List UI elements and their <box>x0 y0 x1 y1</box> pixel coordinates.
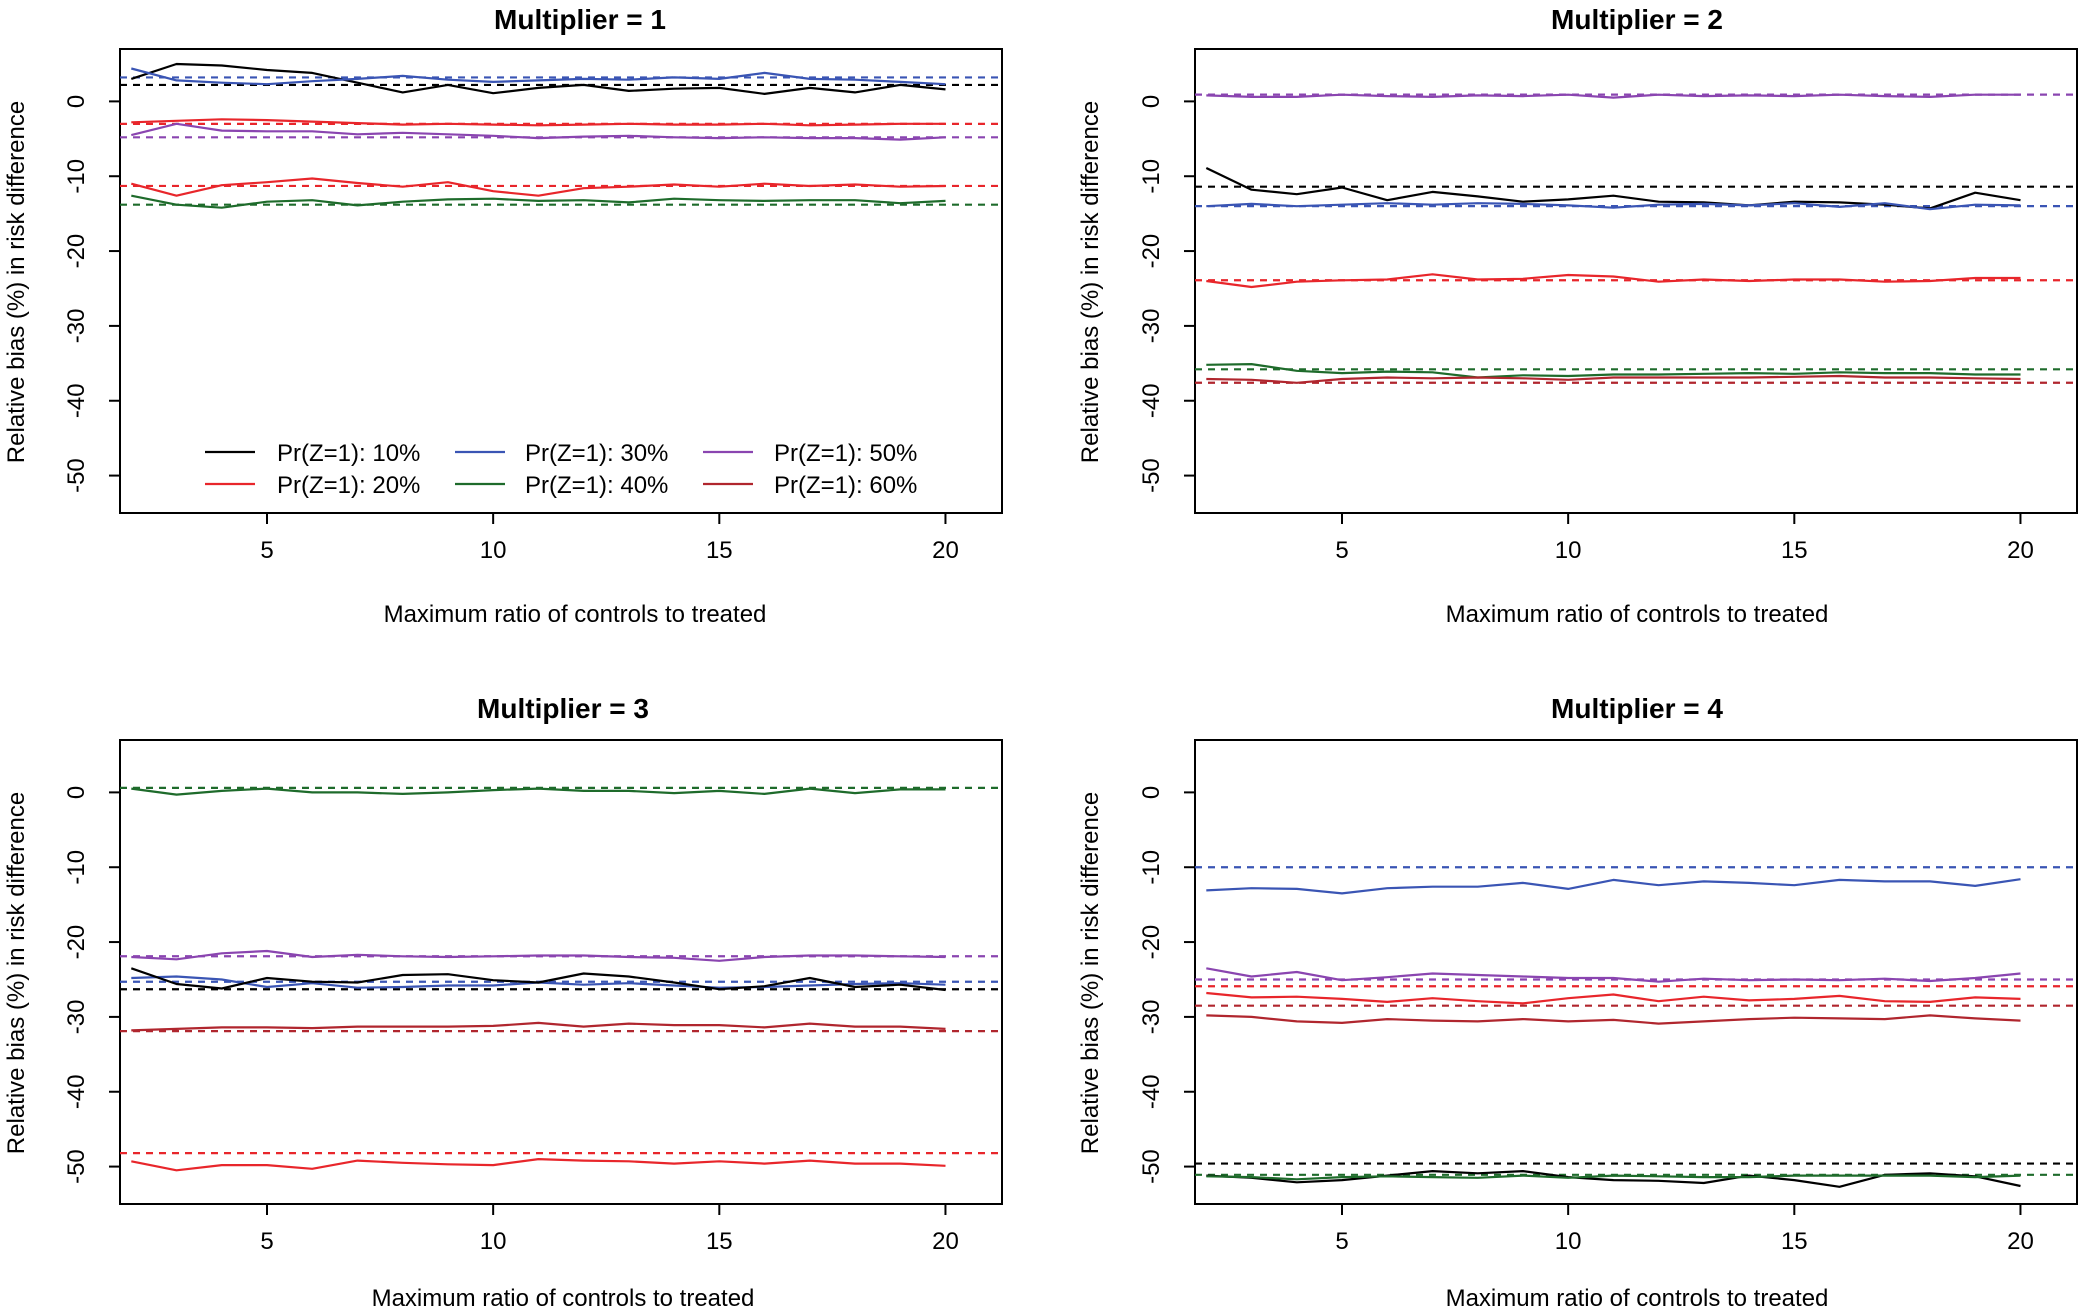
y-axis-label: Relative bias (%) in risk difference <box>1077 101 1104 463</box>
y-tick-label: -50 <box>1138 458 1165 493</box>
y-tick-label: -10 <box>63 850 90 885</box>
x-tick-label: 20 <box>932 537 959 564</box>
x-axis-label: Maximum ratio of controls to treated <box>372 1285 755 1312</box>
series-line <box>130 967 946 992</box>
series-line <box>131 177 946 197</box>
legend-label: Pr(Z=1): 40% <box>525 472 668 499</box>
series-line <box>131 118 946 127</box>
series-line <box>1206 93 2021 99</box>
y-tick-label: -30 <box>1138 1000 1165 1035</box>
y-tick-label: -20 <box>1138 925 1165 960</box>
series-line <box>1206 374 2021 384</box>
x-tick-label: 10 <box>480 1228 507 1255</box>
series-line <box>1206 1169 2021 1188</box>
x-tick-label: 5 <box>1335 537 1348 564</box>
y-tick-label: 0 <box>1138 786 1165 799</box>
panel-title: Multiplier = 2 <box>1551 4 1723 35</box>
y-tick-label: -50 <box>1138 1149 1165 1184</box>
y-tick-label: 0 <box>63 786 90 799</box>
y-tick-label: -10 <box>1138 850 1165 885</box>
series-line <box>131 67 946 86</box>
y-tick-label: -40 <box>1138 1074 1165 1109</box>
series-line <box>1206 363 2021 379</box>
y-tick-label: -20 <box>1138 234 1165 269</box>
legend-label: Pr(Z=1): 10% <box>277 440 420 467</box>
x-axis-label: Maximum ratio of controls to treated <box>1446 1285 1829 1312</box>
x-tick-label: 15 <box>1781 1228 1808 1255</box>
legend-label: Pr(Z=1): 20% <box>277 472 420 499</box>
x-axis-label: Maximum ratio of controls to treated <box>384 601 767 628</box>
y-tick-label: -30 <box>1138 309 1165 344</box>
series-line <box>1206 991 2021 1005</box>
series-line <box>1205 167 2021 210</box>
plot-frame <box>119 48 1003 514</box>
x-tick-label: 15 <box>1781 537 1808 564</box>
y-tick-label: -40 <box>1138 383 1165 418</box>
y-axis-label: Relative bias (%) in risk difference <box>3 101 30 463</box>
panel-2: Multiplier = 2 5 10 15 20 0 -10 -20 -30 -40 -50 M… <box>1077 4 2078 628</box>
x-tick-label: 10 <box>480 537 507 564</box>
y-tick-label: -30 <box>63 309 90 344</box>
x-tick-label: 5 <box>1335 1228 1348 1255</box>
series-line <box>131 787 946 796</box>
panel-title: Multiplier = 4 <box>1551 693 1723 724</box>
y-tick-label: -50 <box>63 458 90 493</box>
series-line <box>131 1157 946 1172</box>
y-tick-label: 0 <box>63 95 90 108</box>
series-line <box>131 122 946 141</box>
series-line <box>131 949 946 962</box>
series-line <box>1206 878 2021 895</box>
y-tick-label: -50 <box>63 1149 90 1184</box>
legend: Pr(Z=1): 10% Pr(Z=1): 30% Pr(Z=1): 50% P… <box>205 440 917 499</box>
plot-content: 5 10 15 20 0 -10 -20 -30 -40 -50 <box>63 62 1002 564</box>
x-tick-label: 20 <box>2007 1228 2034 1255</box>
series-line <box>130 62 946 96</box>
panel-3: Multiplier = 3 5 10 15 20 0 -10 -20 -30 -40 -50 M… <box>3 693 1003 1312</box>
y-tick-label: 0 <box>1138 95 1165 108</box>
x-tick-label: 20 <box>932 1228 959 1255</box>
plot-content: 5 10 15 20 0 -10 -20 -30 -40 -50 <box>1138 93 2077 564</box>
plot-content: 5 10 15 20 0 -10 -20 -30 -40 -50 <box>1138 786 2077 1255</box>
panel-4: Multiplier = 4 5 10 15 20 0 -10 -20 -30 -40 -50 M… <box>1077 693 2078 1312</box>
y-axis-label: Relative bias (%) in risk difference <box>3 792 30 1154</box>
y-tick-label: -40 <box>63 1074 90 1109</box>
legend-label: Pr(Z=1): 50% <box>774 440 917 467</box>
y-tick-label: -40 <box>63 383 90 418</box>
y-tick-label: -20 <box>63 234 90 269</box>
x-tick-label: 10 <box>1555 537 1582 564</box>
legend-label: Pr(Z=1): 60% <box>774 472 917 499</box>
panel-1: Multiplier = 1 5 10 15 20 0 -10 -20 -30 -40 -50 M… <box>3 4 1003 628</box>
plot-frame <box>119 739 1003 1205</box>
legend-label: Pr(Z=1): 30% <box>525 440 668 467</box>
plot-content: 5 10 15 20 0 -10 -20 -30 -40 -50 <box>63 786 1002 1255</box>
x-tick-label: 15 <box>706 537 733 564</box>
series-line <box>1206 1014 2021 1025</box>
series-line <box>1206 202 2021 211</box>
series-line <box>1206 967 2021 983</box>
series-line <box>131 1021 946 1032</box>
series-line <box>1206 273 2021 289</box>
series-line <box>131 194 946 209</box>
y-axis-label: Relative bias (%) in risk difference <box>1077 792 1104 1154</box>
y-tick-label: -10 <box>1138 159 1165 194</box>
panel-title: Multiplier = 3 <box>477 693 649 724</box>
x-axis-label: Maximum ratio of controls to treated <box>1446 601 1829 628</box>
x-tick-label: 5 <box>260 537 273 564</box>
x-tick-label: 10 <box>1555 1228 1582 1255</box>
series-line <box>1206 1174 2021 1181</box>
x-tick-label: 5 <box>260 1228 273 1255</box>
y-tick-label: -10 <box>63 159 90 194</box>
y-tick-label: -30 <box>63 1000 90 1035</box>
panel-title: Multiplier = 1 <box>494 4 666 35</box>
x-tick-label: 15 <box>706 1228 733 1255</box>
y-tick-label: -20 <box>63 925 90 960</box>
x-tick-label: 20 <box>2007 537 2034 564</box>
plot-frame <box>1194 739 2078 1205</box>
